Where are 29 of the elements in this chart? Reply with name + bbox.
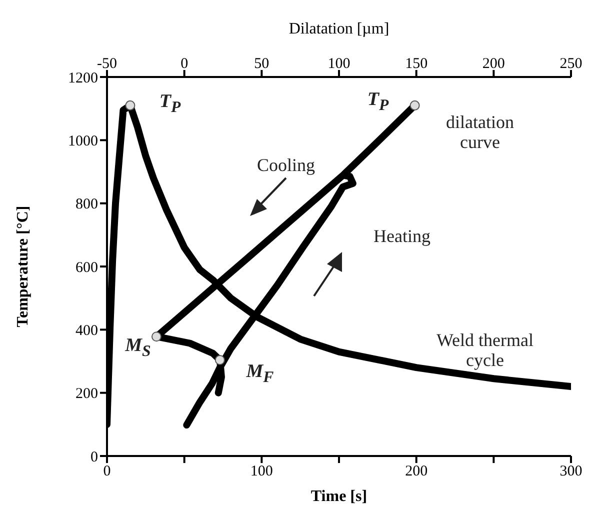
y-tick-label: 600 [76,260,98,276]
y-tick-label: 0 [90,449,98,466]
y-tick-label: 400 [76,322,98,339]
y-tick-label: 1200 [68,70,98,86]
x2-axis-title: Dilatation [µm] [288,20,390,38]
annotation: Heating [372,226,432,246]
annotation: T$_{P}$ [158,91,182,118]
annotation: Cooling [256,155,316,175]
y-axis-title: Temperature [°C] [14,206,32,328]
x2-tick-label: 200 [482,56,505,72]
x-tick-label: 100 [250,464,273,480]
annotation: M$_{F}$ [245,361,275,388]
x2-tick-label: 150 [405,56,428,72]
annotation: dilatation curve [445,112,515,152]
x2-tick-label: 100 [328,56,350,72]
x-tick-label: 300 [560,464,582,480]
x2-tick-label: 50 [254,56,270,72]
annotation: T$_{P}$ [366,89,390,116]
x2-tick-label: 250 [560,56,582,72]
x-tick-label: 0 [103,464,111,480]
x2-tick-label: -50 [97,56,117,72]
x2-tick-label: 0 [180,56,188,72]
x-tick-label: 200 [405,464,428,480]
y-tick-label: 200 [76,386,98,402]
x-axis-title: Time [s] [310,488,368,505]
annotation: M$_{S}$ [124,335,152,362]
y-tick-label: 1000 [68,133,98,150]
y-tick-label: 800 [76,196,98,213]
annotation: Weld thermal cycle [435,330,534,370]
